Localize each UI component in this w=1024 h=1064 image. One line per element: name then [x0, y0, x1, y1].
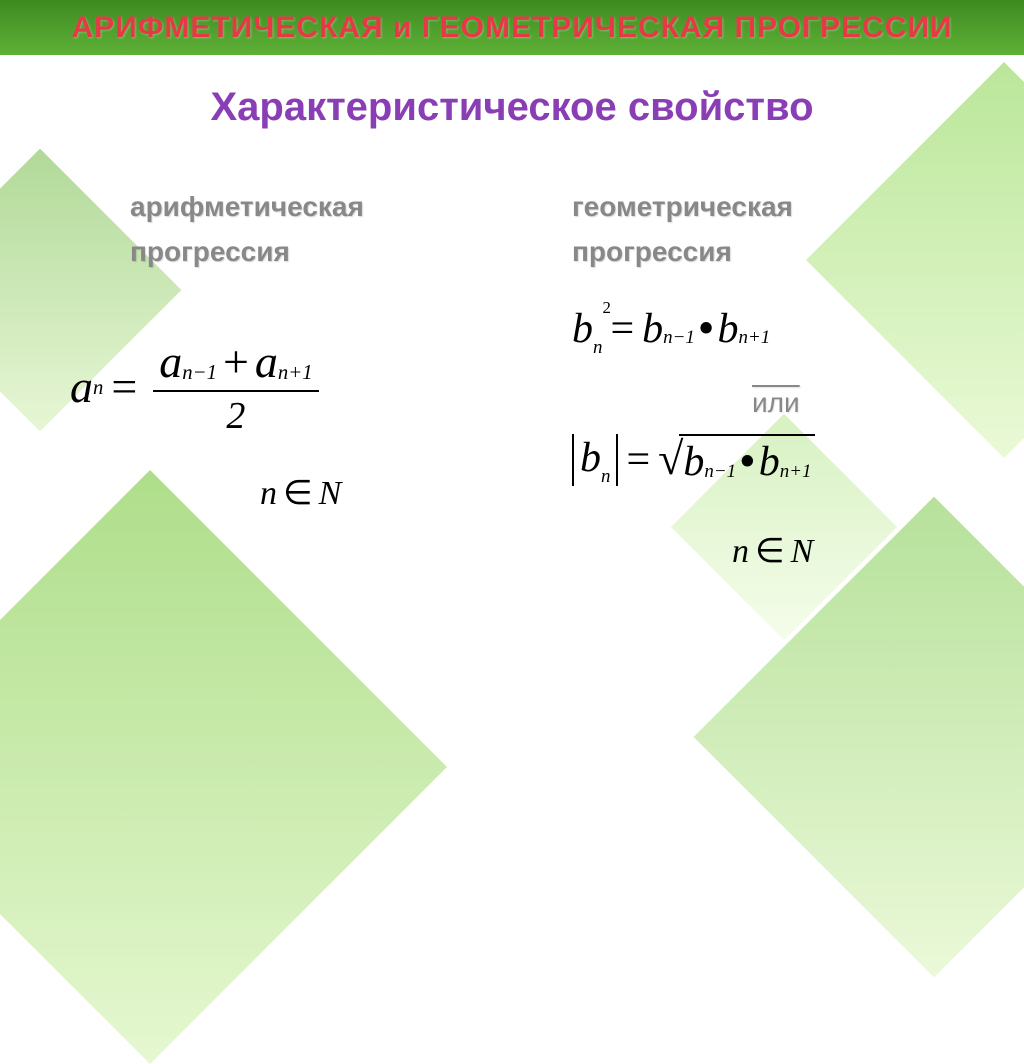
- arith-fraction: an−1 + an+1 2: [153, 335, 318, 438]
- geom1-r1-base: b: [642, 305, 663, 353]
- arithmetic-column: арифметическая прогрессия an = an−1 + an…: [130, 185, 532, 571]
- element-of-icon: ∈: [755, 533, 785, 570]
- content-area: Характеристическое свойство арифметическ…: [0, 55, 1024, 601]
- geom-domain: n∈N: [732, 531, 974, 571]
- geom-formula-abs: bn = √ bn−1 • bn+1: [572, 434, 974, 486]
- equals-sign: =: [111, 360, 137, 413]
- subtitle: Характеристическое свойство: [50, 85, 974, 130]
- sqrt-wrap: √ bn−1 • bn+1: [658, 434, 815, 486]
- domain-set: N: [319, 475, 342, 512]
- geometric-column: геометрическая прогрессия bn2 = bn−1 • b…: [572, 185, 974, 571]
- dot-icon: •: [699, 305, 714, 353]
- geom1-lhs-sub: n: [593, 337, 602, 358]
- equals-sign: =: [610, 305, 634, 353]
- geom1-r2-base: b: [718, 305, 739, 353]
- arith-num-t2-sub: n+1: [278, 362, 313, 385]
- geom-title: геометрическая прогрессия: [572, 185, 974, 275]
- slide-header: АРИФМЕТИЧЕСКАЯ и ГЕОМЕТРИЧЕСКАЯ ПРОГРЕСС…: [0, 0, 1024, 55]
- arith-title-line1: арифметическая: [130, 191, 364, 222]
- geom2-t1-base: b: [683, 438, 704, 486]
- geom-title-line2: прогрессия: [572, 236, 732, 267]
- arith-num-t1-sub: n−1: [182, 362, 217, 385]
- arith-denominator: 2: [153, 390, 318, 438]
- geom1-lhs-sup: 2: [602, 298, 610, 318]
- geom2-t2-base: b: [759, 438, 780, 486]
- geom1-r1-sub: n−1: [663, 327, 695, 349]
- arith-num-t2-base: a: [255, 335, 278, 388]
- arith-title: арифметическая прогрессия: [130, 185, 532, 275]
- dot-icon: •: [740, 438, 755, 486]
- arith-lhs-sub: n: [93, 377, 103, 400]
- abs-wrap: bn: [572, 434, 618, 486]
- geom2-abs-base: b: [580, 435, 601, 481]
- two-columns: арифметическая прогрессия an = an−1 + an…: [50, 185, 974, 571]
- arith-num-t1-base: a: [159, 335, 182, 388]
- domain-var: n: [732, 533, 749, 570]
- or-label: или: [752, 387, 974, 419]
- domain-set: N: [791, 533, 814, 570]
- equals-sign: =: [626, 436, 650, 484]
- arith-domain: n∈N: [260, 473, 532, 513]
- geom2-abs-sub: n: [601, 466, 610, 487]
- plus-sign: +: [223, 335, 249, 388]
- domain-var: n: [260, 475, 277, 512]
- arith-lhs-base: a: [70, 360, 93, 413]
- geom-title-line1: геометрическая: [572, 191, 793, 222]
- geom1-r2-sub: n+1: [739, 327, 771, 349]
- arith-title-line2: прогрессия: [130, 236, 290, 267]
- geom-formula-squared: bn2 = bn−1 • bn+1: [572, 305, 974, 357]
- geom2-t1-sub: n−1: [704, 461, 736, 483]
- arith-formula: an = an−1 + an+1 2: [70, 335, 532, 438]
- geom2-t2-sub: n+1: [780, 461, 812, 483]
- geom1-lhs-base: b: [572, 306, 593, 352]
- page-title: АРИФМЕТИЧЕСКАЯ и ГЕОМЕТРИЧЕСКАЯ ПРОГРЕСС…: [71, 11, 952, 45]
- element-of-icon: ∈: [283, 475, 313, 512]
